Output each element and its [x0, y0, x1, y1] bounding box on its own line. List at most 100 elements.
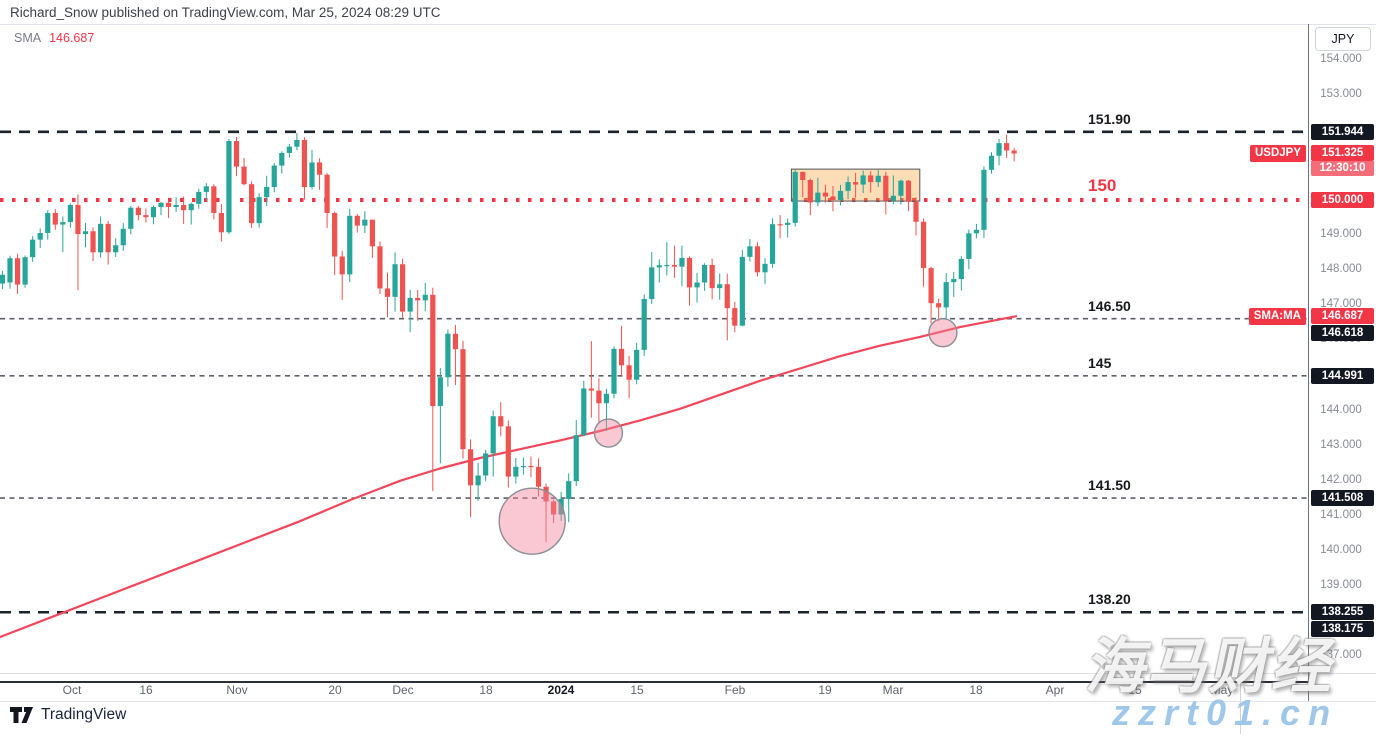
- candle-body: [920, 221, 927, 269]
- candle-body: [430, 294, 436, 407]
- candle-body: [256, 197, 262, 224]
- publish-header: Richard_Snow published on TradingView.co…: [10, 5, 441, 20]
- candle-body: [618, 348, 625, 366]
- price-axis-tick: 142.000: [1320, 473, 1362, 486]
- level-label: 145: [1088, 354, 1112, 371]
- indicator-value: 146.687: [49, 31, 95, 45]
- candle-body: [634, 349, 640, 380]
- candle-body: [347, 215, 353, 275]
- time-axis-label: 19: [818, 683, 832, 697]
- candle-body: [309, 162, 315, 188]
- candle-body: [822, 192, 828, 197]
- candle-body: [981, 169, 987, 230]
- candle-body: [233, 141, 240, 167]
- time-axis-label: 20: [328, 683, 342, 697]
- candle-body: [105, 223, 111, 253]
- price-axis-tick: 139.000: [1320, 579, 1362, 592]
- candle-body: [60, 222, 66, 225]
- candles-group: [0, 132, 1017, 543]
- candle-body: [407, 297, 413, 312]
- candle-body: [332, 212, 338, 257]
- sma-price-badge: SMA:MA: [1248, 308, 1306, 326]
- sma-line[interactable]: [0, 315, 1018, 639]
- time-axis-label: Apr: [1045, 683, 1065, 697]
- candle-body: [90, 231, 96, 253]
- candle-body: [815, 192, 821, 203]
- price-axis-border: [1308, 24, 1309, 701]
- candle-body: [868, 175, 874, 183]
- price-axis-badge: 151.325 12:30:10: [1311, 145, 1374, 177]
- price-axis-tick: 144.000: [1320, 403, 1362, 416]
- tradingview-logo-icon: [10, 707, 33, 723]
- candle-body: [603, 393, 610, 404]
- circle-annotation[interactable]: [498, 487, 566, 555]
- candle-body: [762, 263, 768, 273]
- badge-price-value: 138.175: [1311, 621, 1374, 638]
- badge-price-value: 141.508: [1311, 490, 1374, 507]
- time-axis-label: May: [1210, 683, 1234, 697]
- candle-body: [241, 166, 247, 185]
- level-lines-group: [0, 130, 1308, 614]
- candle-body: [1004, 143, 1010, 151]
- indicator-legend[interactable]: SMA 146.687: [14, 31, 94, 45]
- candle-body: [769, 224, 776, 264]
- watermark-url: zzrt01.cn: [1112, 692, 1339, 733]
- candle-body: [724, 284, 730, 309]
- price-axis-tick: 147.000: [1320, 298, 1362, 311]
- time-axis-label: 2024: [547, 683, 575, 697]
- candle-body: [339, 256, 345, 275]
- level-label: 150: [1088, 176, 1117, 195]
- candle-body: [611, 348, 617, 394]
- candle-body: [445, 333, 451, 378]
- candle-body: [45, 212, 51, 233]
- tradingview-brand-label: TradingView: [41, 706, 127, 723]
- candle-body: [226, 141, 232, 233]
- candle-body: [800, 171, 806, 180]
- candle-body: [120, 228, 126, 246]
- price-axis-badge: 141.508: [1311, 490, 1374, 507]
- candle-body: [573, 435, 579, 482]
- candle-body: [845, 182, 851, 191]
- candle-body: [67, 204, 73, 223]
- time-axis-label: 18: [969, 683, 983, 697]
- candle-body: [369, 219, 375, 247]
- candle-body: [490, 416, 496, 454]
- currency-toggle-button[interactable]: JPY: [1315, 27, 1371, 51]
- candle-body: [98, 223, 104, 253]
- price-axis-tick: 140.000: [1320, 544, 1362, 556]
- time-axis-label: Feb: [724, 683, 746, 697]
- candle-body: [150, 207, 157, 218]
- candle-body: [271, 165, 277, 188]
- candle-body: [649, 267, 655, 299]
- candle-body: [30, 239, 36, 258]
- candle-body: [664, 264, 670, 267]
- tradingview-footer[interactable]: TradingView: [10, 706, 126, 724]
- price-axis-badge: 146.687: [1311, 308, 1374, 325]
- circle-annotation[interactable]: [593, 418, 624, 448]
- time-axis-border: [0, 681, 1310, 683]
- candle-body: [641, 298, 647, 350]
- level-label: 151.90: [1088, 110, 1131, 127]
- time-axis-label: 18: [479, 683, 493, 697]
- candle-body: [196, 191, 202, 204]
- time-axis-label: 15: [630, 683, 644, 697]
- candle-body: [483, 453, 489, 476]
- candle-body: [626, 365, 632, 380]
- candle-body: [966, 233, 972, 259]
- badge-price-value: 151.944: [1311, 123, 1374, 140]
- candle-body: [830, 196, 836, 200]
- candle-body: [286, 146, 292, 153]
- candle-body: [528, 466, 534, 468]
- future-range-divider: [1240, 676, 1241, 734]
- badge-price-value: 146.687: [1311, 308, 1374, 325]
- candle-body: [143, 215, 149, 218]
- candle-body: [188, 203, 194, 211]
- candle-body: [996, 143, 1002, 156]
- candle-body: [717, 284, 723, 289]
- circle-annotation[interactable]: [928, 317, 958, 348]
- candle-body: [936, 303, 942, 308]
- price-axis-badge: 151.944: [1311, 123, 1374, 140]
- candle-body: [113, 245, 119, 253]
- candle-body: [316, 162, 323, 175]
